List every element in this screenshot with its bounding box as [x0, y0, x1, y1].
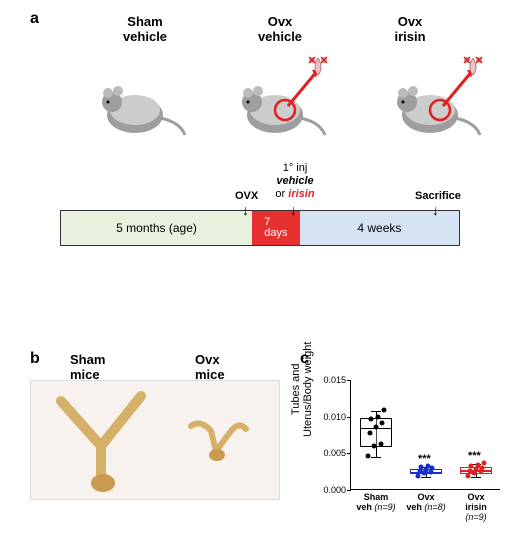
seg-text: 7 days [264, 217, 287, 239]
data-point [375, 415, 380, 420]
timeline-bar: 5 months (age) 7 days 4 weeks [60, 210, 460, 246]
data-point [480, 465, 485, 470]
ylabel-text: Tubes and Uterus/Body weight [290, 342, 314, 437]
timeline-inj-label: 1° inj vehicle or irisin [270, 162, 320, 202]
seg-text: 4 weeks [357, 221, 401, 235]
timeline: OVX ↓ 1° inj vehicle or irisin ↓ Sacrifi… [60, 210, 460, 246]
mouse-ovx-veh [245, 60, 345, 140]
data-point [475, 462, 480, 467]
panel-label-a: a [30, 10, 39, 28]
mouse-icon [90, 60, 190, 140]
inj-label-text: 1° inj [283, 162, 308, 174]
data-point [378, 441, 383, 446]
whisker-cap [421, 477, 431, 478]
data-point [416, 473, 421, 478]
data-point [366, 454, 371, 459]
photo-ovx-label: Ovx mice [195, 352, 225, 382]
mouse-diagram-row [90, 60, 500, 140]
down-arrow-icon: ↓ [290, 202, 297, 218]
ytick-label: 0.010 [316, 412, 346, 422]
data-point [482, 460, 487, 465]
group-label-ovx-veh: Ovx vehicle [240, 14, 320, 44]
data-point [469, 464, 474, 469]
whisker-cap [371, 411, 381, 412]
data-point [380, 421, 385, 426]
group-label-ovx-irisin: Ovx irisin [370, 14, 450, 44]
uterus-illustration [31, 381, 281, 501]
down-arrow-icon: ↓ [242, 202, 249, 218]
inj-vehicle-text: vehicle [276, 175, 313, 187]
data-point [474, 467, 479, 472]
significance-marker: *** [468, 450, 481, 462]
ytick-mark [347, 380, 351, 381]
panel-label-b: b [30, 350, 40, 368]
data-point [467, 468, 472, 473]
inj-or-text: or [275, 188, 285, 200]
down-arrow-icon: ↓ [432, 202, 439, 218]
chart-ylabel: Tubes and Uterus/Body weight [290, 342, 314, 437]
inj-irisin-text: irisin [288, 188, 314, 200]
photo-sham-label: Sham mice [70, 352, 105, 382]
group-label-sham: Sham vehicle [105, 14, 185, 44]
data-point [369, 417, 374, 422]
x-axis-label: Ovxirisin (n=9) [454, 493, 498, 523]
ytick-mark [347, 417, 351, 418]
timeline-seg-5months: 5 months (age) [61, 211, 252, 245]
whisker-cap [471, 477, 481, 478]
x-axis-label: Shamveh (n=9) [354, 493, 398, 513]
boxplot-box [360, 418, 392, 447]
whisker-cap [371, 457, 381, 458]
boxplot-chart: Tubes and Uterus/Body weight 0.0000.0050… [310, 370, 510, 540]
significance-marker: *** [418, 453, 431, 465]
data-point [374, 424, 379, 429]
x-axis-label: Ovxveh (n=8) [404, 493, 448, 513]
data-point [424, 467, 429, 472]
mouse-sham [90, 60, 190, 140]
data-point [372, 444, 377, 449]
mouse-ovx-irisin [400, 60, 500, 140]
seg-text: 5 months (age) [116, 221, 197, 235]
ytick-label: 0.015 [316, 375, 346, 385]
ytick-mark [347, 453, 351, 454]
ytick-mark [347, 490, 351, 491]
uterus-photo [30, 380, 280, 500]
ytick-label: 0.000 [316, 485, 346, 495]
ytick-label: 0.005 [316, 448, 346, 458]
data-point [466, 473, 471, 478]
data-point [367, 431, 372, 436]
data-point [382, 407, 387, 412]
data-point [419, 465, 424, 470]
mouse-icon [230, 50, 360, 140]
data-point [430, 466, 435, 471]
plot-area: 0.0000.0050.0100.015Shamveh (n=9)***Ovxv… [350, 380, 500, 490]
mouse-icon [385, 50, 515, 140]
